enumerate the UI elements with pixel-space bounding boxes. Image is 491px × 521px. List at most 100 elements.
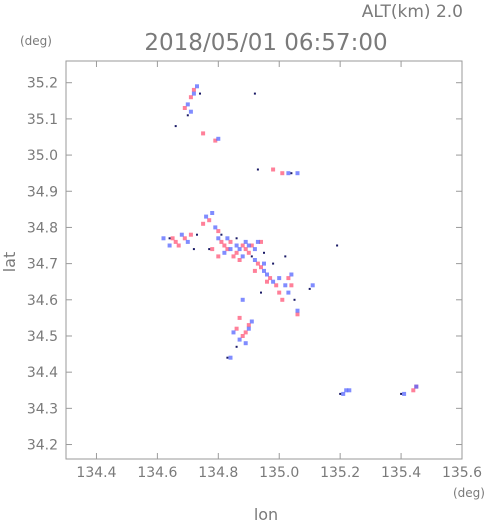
echo-point [411,388,416,393]
echo-point [246,243,251,248]
echo-point [265,272,269,277]
echo-point [289,283,294,288]
echo-point [201,221,206,226]
echo-point [246,326,251,331]
echo-point [402,391,407,396]
echo-point [253,92,256,95]
echo-point [277,290,282,295]
echo-point [225,236,230,241]
x-tick-label: 135.0 [259,465,299,481]
y-tick-labels: 34.2 34.3 34.4 34.5 34.6 34.7 34.8 34.9 35.0 35.1… [27,76,58,454]
echo-point [174,125,177,128]
echo-point [235,345,238,348]
echo-point [240,334,245,338]
echo-point [173,239,178,244]
echo-point [213,138,218,143]
echo-point [228,239,233,244]
echo-point [237,337,242,342]
echo-point [243,239,248,244]
echo-point [237,315,242,320]
echo-point [308,287,311,290]
echo-point [249,243,254,248]
echo-point [290,172,293,175]
echo-point [265,279,269,284]
echo-point [249,319,254,324]
echo-point [231,330,236,335]
echo-point [260,291,262,294]
echo-point [234,243,239,248]
echo-point [222,250,227,255]
y-tick-label: 34.3 [27,401,58,417]
echo-point [243,341,248,346]
echo-point [240,254,245,259]
echo-point [255,239,260,244]
echo-point [344,388,349,393]
y-tick-label: 34.5 [27,329,58,345]
echo-point [283,283,288,288]
echo-point [210,211,215,215]
echo-point [231,254,236,259]
echo-point [237,247,242,252]
echo-point [246,250,251,255]
echo-point [220,233,223,236]
echo-point [252,258,257,262]
x-tick-label: 134.8 [198,465,238,481]
x-tick-labels: 134.4 134.6 134.8 135.0 135.2 135.4 135.6 [76,465,482,481]
echo-point [280,171,285,176]
echo-point [246,323,251,328]
echo-point [185,102,190,107]
y-tick-label: 34.9 [27,184,58,200]
echo-point [199,92,201,95]
echo-point [341,391,346,396]
echo-point [216,229,221,234]
echo-point [295,312,300,317]
echo-point [252,268,257,273]
echo-point [216,136,221,141]
echo-point [208,248,211,251]
echo-point [191,91,196,96]
echo-point [255,261,260,266]
echo-point [167,243,172,248]
echo-point [185,239,190,244]
echo-point [176,243,181,248]
echo-point [234,326,239,331]
y-tick-label: 34.7 [27,257,58,273]
x-tick-label: 135.4 [381,465,421,481]
echo-point [204,214,209,219]
plot-frame [65,60,463,460]
echo-point [161,236,166,241]
echo-point [170,236,175,241]
echo-point [188,95,193,100]
echo-point [188,109,193,114]
echo-point [168,237,171,240]
echo-point [228,247,233,252]
y-tick-label: 35.0 [27,148,58,164]
echo-point [250,255,253,258]
echo-point [186,114,189,117]
echo-point [414,384,419,389]
echo-point [289,272,294,277]
echo-point [286,276,291,281]
echo-point [259,265,263,270]
echo-points [161,84,419,396]
echo-point [280,297,285,302]
echo-point [213,225,218,230]
echo-point [295,308,300,313]
echo-point [240,243,245,248]
echo-point [196,233,198,236]
echo-point [234,250,239,255]
echo-point [219,239,224,244]
echo-point [210,247,215,252]
echo-point [347,388,352,393]
echo-point [240,297,245,302]
echo-point [310,283,315,288]
echo-point [339,392,342,395]
echo-point [286,290,291,295]
echo-point [262,261,266,266]
echo-point [201,131,206,136]
echo-point [262,268,266,273]
echo-point [252,247,257,252]
echo-point [179,232,184,237]
y-tick-label: 34.4 [27,365,58,381]
